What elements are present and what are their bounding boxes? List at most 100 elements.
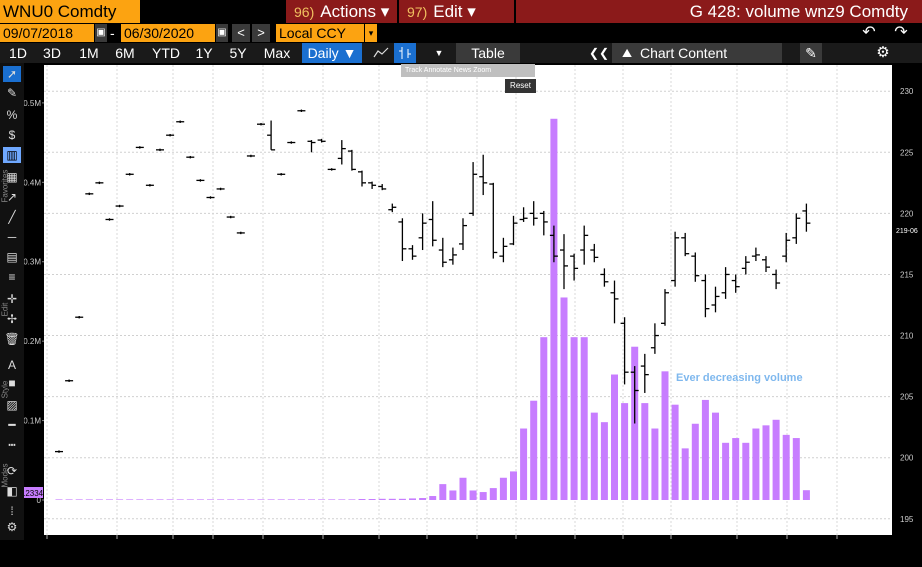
text-icon[interactable]: A bbox=[7, 358, 16, 372]
actions-menu[interactable]: 96) Actions ▾ bbox=[286, 0, 397, 23]
last-volume-label: 12334 bbox=[24, 489, 44, 498]
arrow-line-icon[interactable]: ↗ bbox=[6, 190, 18, 204]
volume-bar bbox=[701, 399, 709, 500]
period-ytd[interactable]: YTD bbox=[152, 45, 180, 61]
volume-bar bbox=[186, 499, 194, 500]
reset-button[interactable]: Reset bbox=[505, 79, 536, 93]
bar-chart-icon-glyph bbox=[399, 47, 411, 59]
volume-tick-label: 0.3M bbox=[24, 258, 41, 267]
grid-icon[interactable]: ▦ bbox=[6, 170, 18, 184]
dots-icon[interactable]: ⁞ bbox=[10, 504, 14, 518]
volume-bar bbox=[85, 499, 93, 500]
period-1d[interactable]: 1D bbox=[9, 45, 27, 61]
trend-line-icon[interactable]: ╱ bbox=[8, 210, 16, 224]
volume-bar bbox=[75, 499, 83, 500]
sync-icon[interactable]: ⟳ bbox=[6, 464, 18, 478]
trash-icon[interactable]: 🗑 bbox=[4, 332, 20, 346]
table-button[interactable]: Table bbox=[456, 43, 520, 63]
cursor-icon[interactable]: ➚ bbox=[3, 66, 21, 82]
percent-icon[interactable]: % bbox=[6, 108, 18, 122]
gear-icon[interactable]: ⚙ bbox=[872, 43, 894, 63]
volume-bar bbox=[681, 448, 689, 500]
chart-content-button[interactable]: ⛰ Chart Content bbox=[612, 43, 782, 63]
chart-type-dropdown-icon[interactable]: ▼ bbox=[428, 43, 450, 63]
volume-bar bbox=[207, 499, 214, 500]
period-6m[interactable]: 6M bbox=[115, 45, 135, 61]
volume-bar bbox=[530, 400, 538, 500]
channel-icon[interactable]: ▤ bbox=[6, 250, 18, 264]
volume-bar bbox=[782, 434, 790, 500]
volume-bar bbox=[570, 337, 578, 500]
volume-bar bbox=[348, 499, 356, 500]
crosshair-icon[interactable]: ✛ bbox=[6, 292, 18, 306]
end-calendar-icon[interactable]: ▣ bbox=[216, 24, 228, 42]
chart-content-label: Chart Content bbox=[640, 45, 728, 61]
volume-tick-label: 0 bbox=[37, 496, 42, 505]
period-5y[interactable]: 5Y bbox=[229, 45, 247, 61]
date-range-bar bbox=[0, 23, 922, 43]
volume-tick-label: 0.4M bbox=[24, 178, 41, 187]
line-chart-icon-glyph bbox=[373, 47, 389, 58]
volume-bar bbox=[499, 477, 507, 500]
edit-menu[interactable]: 97) Edit ▾ bbox=[399, 0, 514, 23]
bar-chart-icon[interactable] bbox=[394, 43, 416, 63]
volume-bar bbox=[358, 499, 366, 500]
edit-pencil-icon[interactable]: ✎ bbox=[800, 43, 822, 63]
period-1y[interactable]: 1Y bbox=[195, 45, 213, 61]
column-icon[interactable]: ▥ bbox=[3, 147, 21, 163]
redo-icon[interactable]: ↷ bbox=[890, 24, 912, 42]
chart-content-icon: ⛰ bbox=[622, 46, 633, 60]
prev-range-button[interactable]: < bbox=[232, 24, 250, 42]
volume-bar bbox=[136, 499, 144, 500]
fib-icon[interactable]: ≡ bbox=[8, 270, 16, 284]
mini-tools-label: Track Annotate News Zoom bbox=[405, 67, 492, 74]
move-icon[interactable]: ✢ bbox=[6, 312, 18, 326]
currency-dropdown-icon[interactable]: ▾ bbox=[365, 24, 377, 42]
volume-bar bbox=[338, 499, 346, 500]
volume-bar bbox=[196, 499, 204, 500]
period-1m[interactable]: 1M bbox=[79, 45, 99, 61]
next-range-button[interactable]: > bbox=[252, 24, 270, 42]
price-tick-label: 230 bbox=[900, 87, 914, 96]
period-3d[interactable]: 3D bbox=[43, 45, 61, 61]
currency-select[interactable]: Local CCY bbox=[276, 24, 364, 42]
volume-bar bbox=[510, 471, 517, 500]
settings-gear-icon[interactable]: ⚙ bbox=[6, 520, 18, 534]
ticker-field[interactable]: WNU0 Comdty bbox=[0, 0, 140, 23]
white-box-icon[interactable]: ■ bbox=[8, 376, 16, 390]
volume-bar bbox=[489, 488, 497, 500]
dollar-icon[interactable]: $ bbox=[8, 128, 16, 142]
volume-bar bbox=[641, 403, 649, 500]
volume-bar bbox=[116, 499, 124, 500]
volume-bar bbox=[560, 297, 568, 500]
horizontal-line-icon[interactable]: ─ bbox=[7, 230, 17, 244]
price-tick-label: 195 bbox=[900, 515, 914, 524]
edit-menu-number: 97) bbox=[407, 4, 428, 20]
start-date-input[interactable]: 09/07/2018 bbox=[0, 24, 94, 42]
volume-bar bbox=[732, 438, 740, 500]
volume-bar bbox=[287, 499, 295, 500]
line-style-icon[interactable]: ━ bbox=[8, 418, 16, 432]
undo-icon[interactable]: ↶ bbox=[858, 24, 880, 42]
volume-bar bbox=[297, 499, 305, 500]
period-max[interactable]: Max bbox=[263, 45, 291, 61]
volume-bar bbox=[580, 337, 588, 500]
palette-icon[interactable]: ◧ bbox=[6, 484, 18, 498]
volume-bar bbox=[217, 499, 225, 500]
line-chart-icon[interactable] bbox=[370, 43, 392, 63]
pencil-icon[interactable]: ✎ bbox=[6, 86, 18, 100]
volume-price-chart[interactable]: 195 200 205 210 215 220 225 230 0 0.1M 0.2M 0.3M 0.4… bbox=[24, 63, 922, 540]
volume-bar bbox=[106, 499, 113, 500]
start-calendar-icon[interactable]: ▣ bbox=[95, 24, 107, 42]
edit-menu-label: Edit ▾ bbox=[433, 2, 476, 21]
volume-bar bbox=[247, 499, 255, 500]
volume-bar bbox=[772, 419, 780, 500]
volume-bar bbox=[590, 412, 598, 500]
end-date-input[interactable]: 06/30/2020 bbox=[121, 24, 215, 42]
dashed-line-icon[interactable]: ┅ bbox=[8, 438, 16, 452]
fill-icon[interactable]: ▨ bbox=[6, 398, 18, 412]
collapse-icon[interactable]: ❮❮ bbox=[588, 43, 610, 63]
price-tick-label: 225 bbox=[900, 148, 914, 157]
frequency-select[interactable]: Daily ▼ bbox=[302, 43, 362, 63]
mini-tools-bar[interactable]: Track Annotate News Zoom bbox=[401, 64, 535, 77]
